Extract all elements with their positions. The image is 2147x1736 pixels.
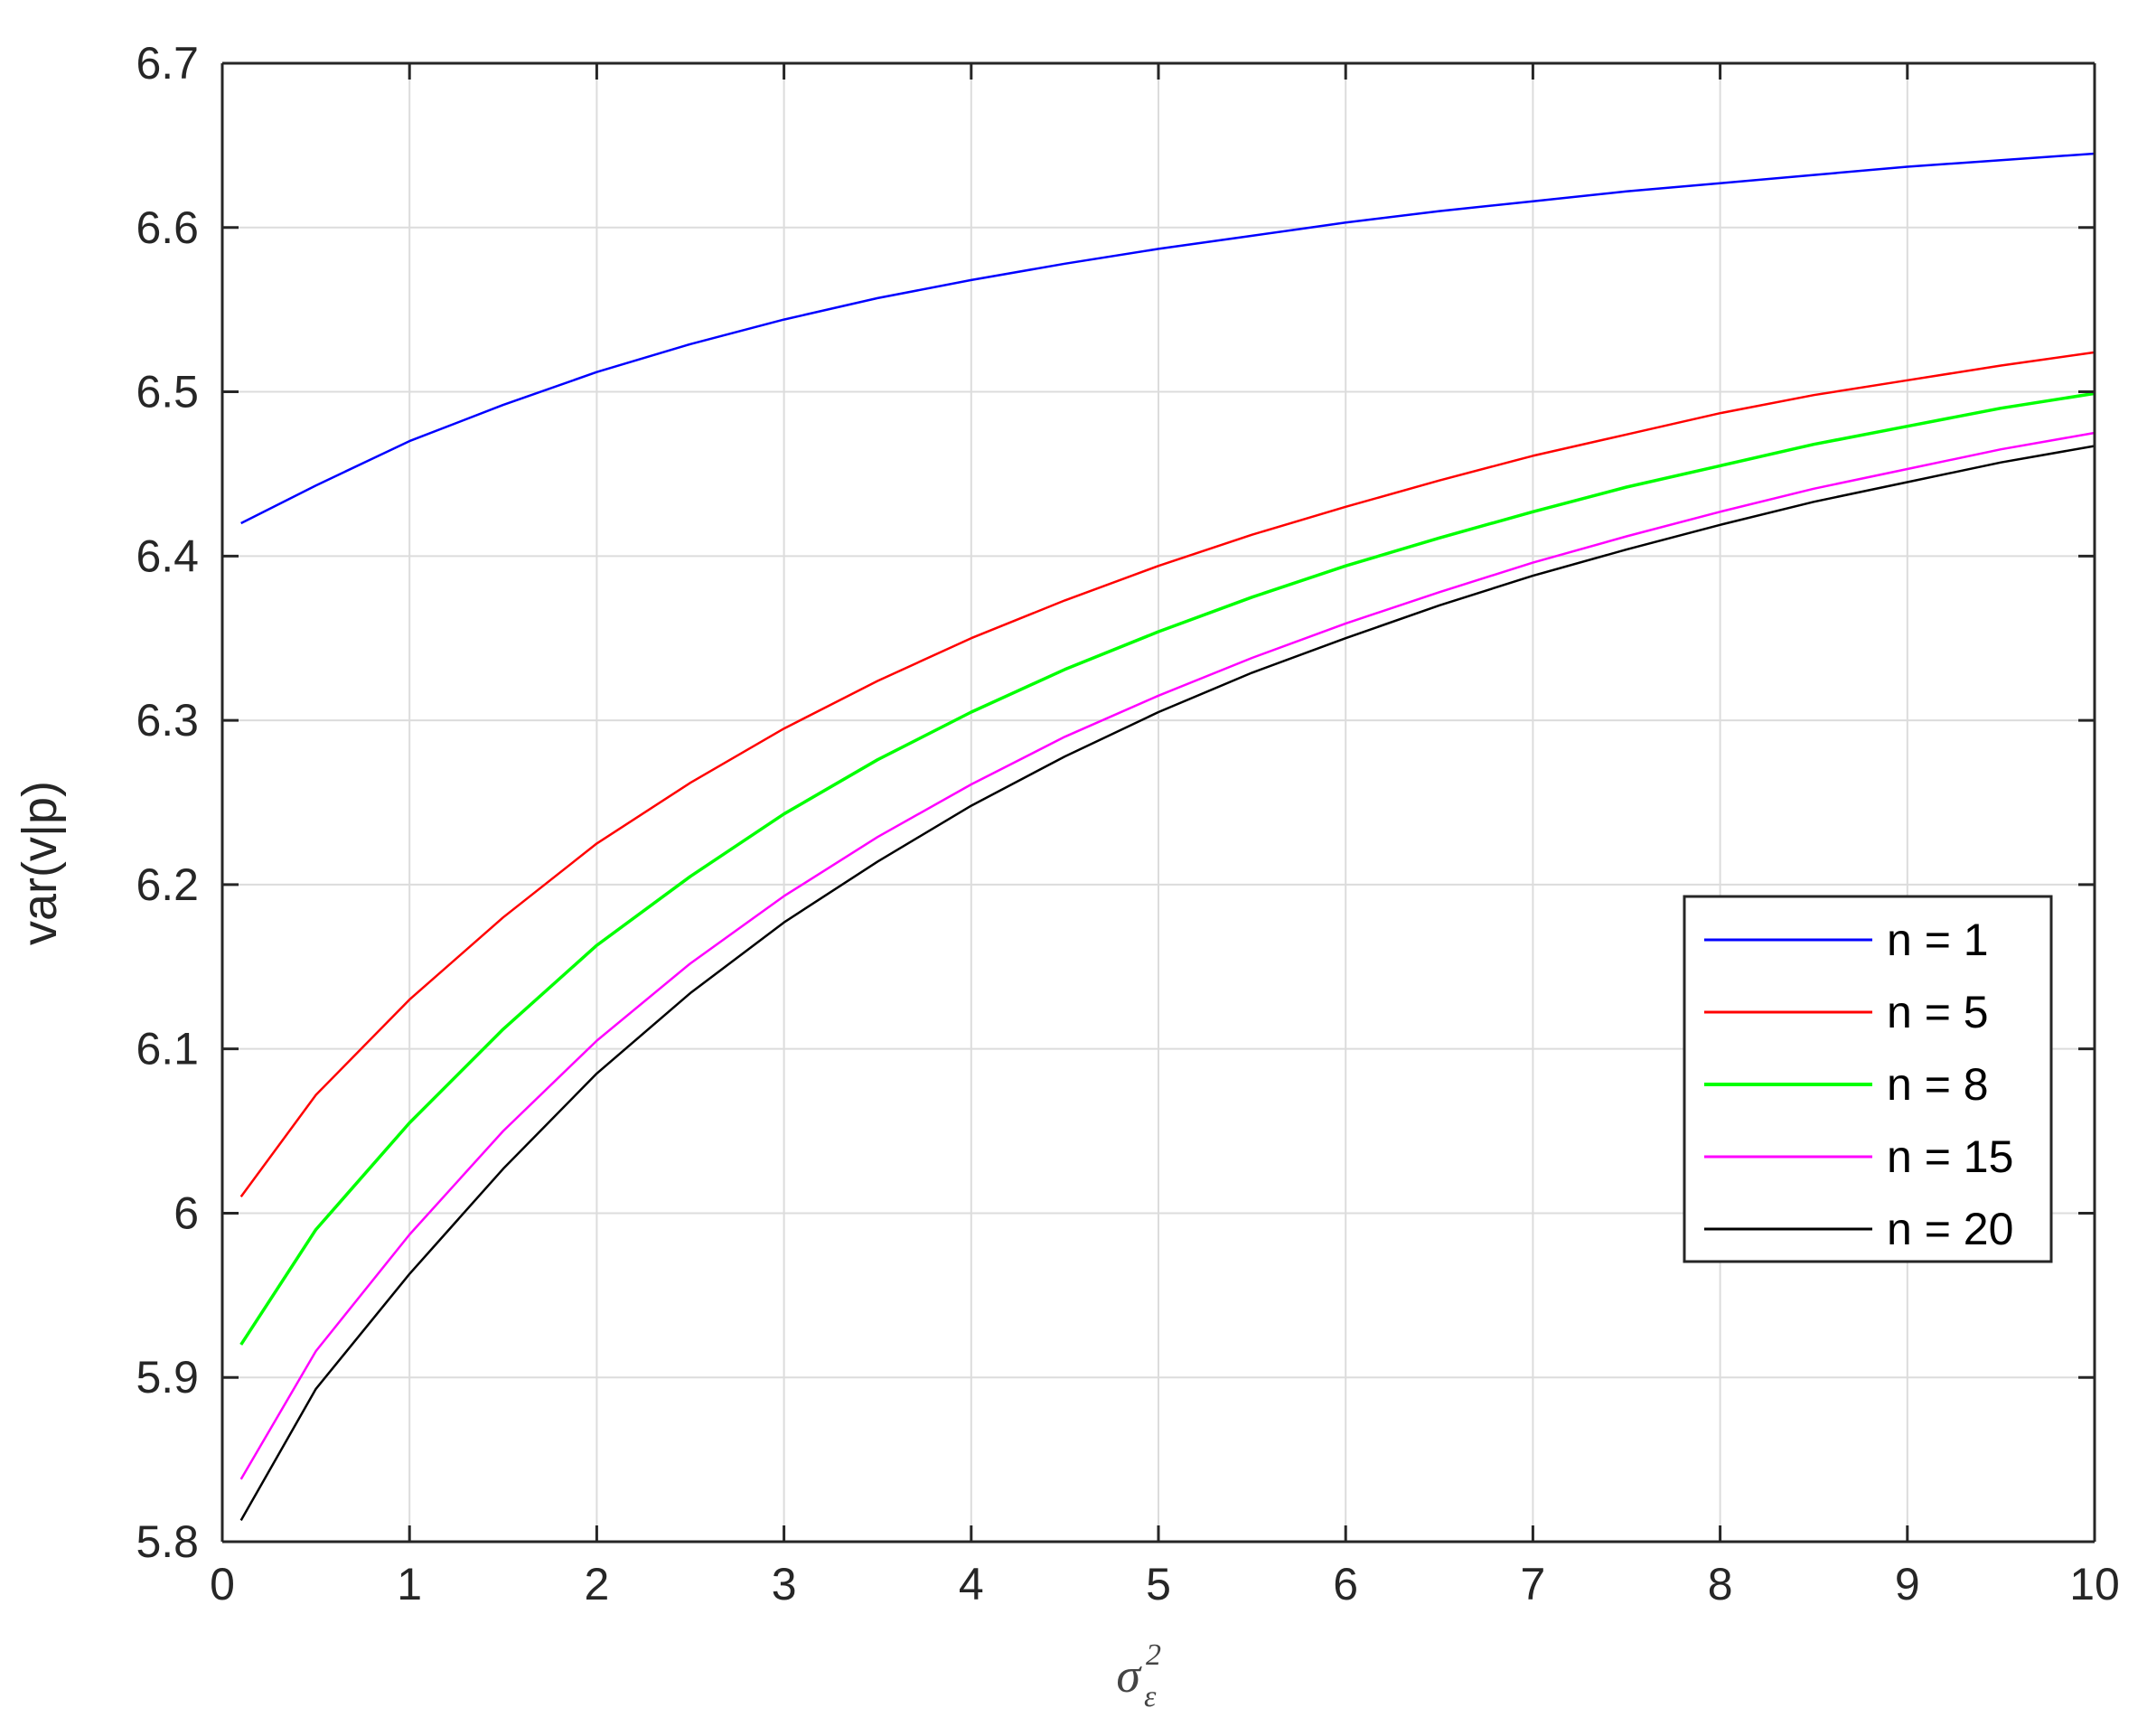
legend: n = 1 n = 5 n = 8 n = 15 n = 20: [1683, 895, 2053, 1263]
y-tick-label: 6.3: [136, 695, 199, 746]
x-tick-label: 1: [397, 1559, 422, 1609]
axes: [220, 61, 2096, 1544]
y-tick-label: 6: [173, 1187, 199, 1238]
legend-label-4: n = 15: [1887, 1131, 2013, 1182]
series-line-4: [239, 431, 2095, 1480]
tick-labels: 0 1 2 3 4 5 6 7 8 9 10 5.8 5.9 6 6.1 6.2 6.3 6.4 6.5 6.6 6.7: [136, 38, 2119, 1609]
y-tick-label: 6.5: [136, 367, 199, 418]
y-tick-label: 6.6: [136, 202, 199, 253]
x-axis-label-symbol: σ: [1116, 1648, 1142, 1703]
legend-label-3: n = 8: [1887, 1059, 1989, 1110]
x-axis-label-superscript: 2: [1146, 1638, 1161, 1672]
y-tick-label: 6.1: [136, 1024, 199, 1074]
series-lines: [239, 152, 2095, 1522]
y-axis-label: var(v|p): [13, 781, 67, 945]
x-tick-label: 6: [1333, 1559, 1358, 1609]
x-axis-label-subscript: ε: [1144, 1680, 1157, 1713]
x-tick-label: 4: [959, 1559, 984, 1609]
x-tick-label: 10: [2069, 1559, 2120, 1609]
series-line-2: [239, 351, 2095, 1198]
x-tick-label: 5: [1146, 1559, 1171, 1609]
x-tick-label: 2: [584, 1559, 609, 1609]
series-line-3: [239, 391, 2095, 1346]
y-tick-label: 6.4: [136, 530, 199, 581]
y-tick-label: 6.2: [136, 859, 199, 910]
legend-label-5: n = 20: [1887, 1204, 2013, 1254]
y-tick-label: 5.9: [136, 1352, 199, 1403]
y-tick-label: 6.7: [136, 38, 199, 89]
x-tick-label: 0: [210, 1559, 235, 1609]
legend-label-1: n = 1: [1887, 915, 1989, 965]
series-line-5: [239, 445, 2095, 1522]
y-tick-label: 5.8: [136, 1516, 199, 1567]
series-line-1: [240, 152, 2095, 525]
x-axis-label: σ 2 ε: [1116, 1638, 1161, 1713]
x-tick-label: 7: [1520, 1559, 1545, 1609]
legend-box: [1683, 895, 2053, 1263]
x-tick-label: 8: [1708, 1559, 1733, 1609]
x-tick-label: 3: [772, 1559, 797, 1609]
legend-label-2: n = 5: [1887, 987, 1989, 1037]
x-tick-label: 9: [1895, 1559, 1920, 1609]
